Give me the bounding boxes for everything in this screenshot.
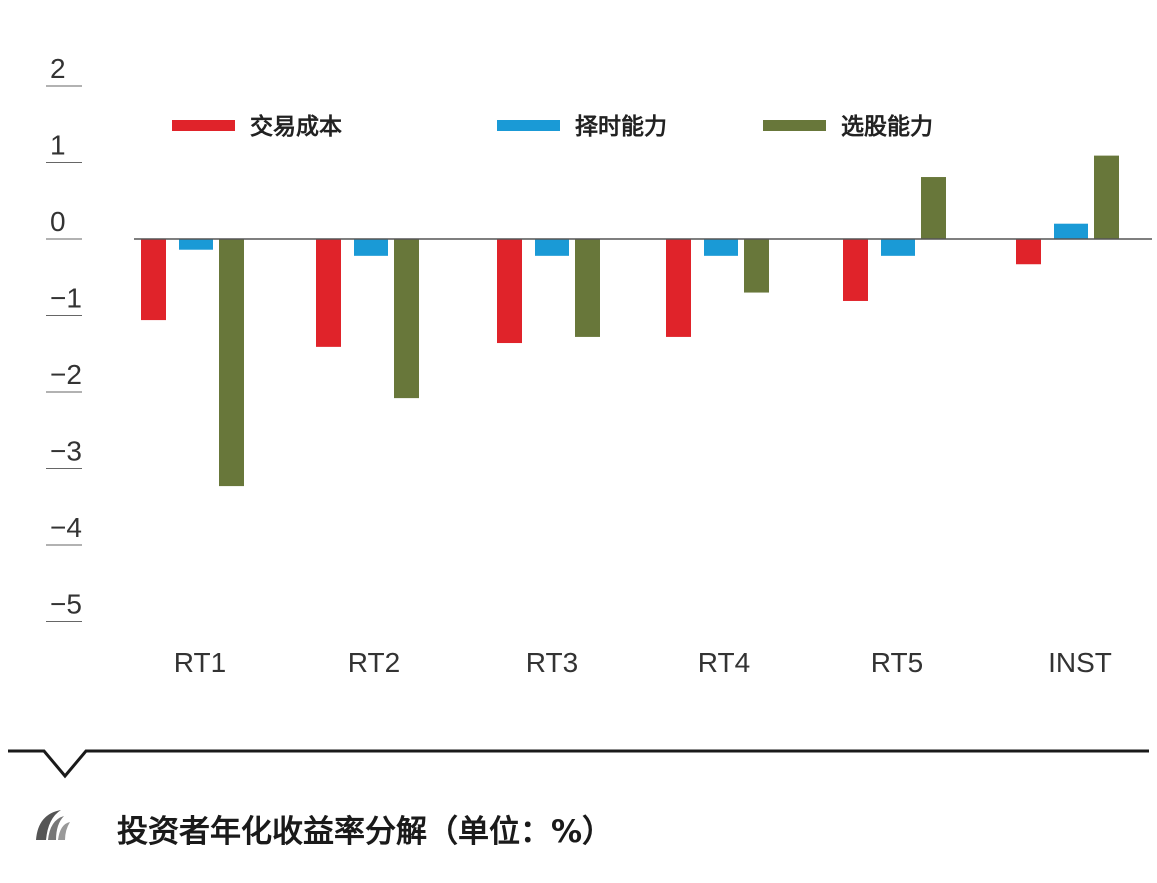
legend-swatch — [497, 120, 560, 131]
bar-rt5-series-2 — [881, 239, 915, 256]
x-category-label: RT5 — [871, 647, 923, 678]
bar-rt4-series-2 — [704, 239, 738, 256]
bar-rt3-series-2 — [535, 239, 569, 256]
y-tick-label: −4 — [50, 512, 82, 543]
bar-chart: 2 1 0 −1 −2 −3 −4 −5 RT1 RT2 RT3 RT4 RT5 INST 交易成本 择时… — [8, 53, 1152, 779]
bar-rt5-series-3 — [921, 177, 946, 239]
chart-caption: 投资者年化收益率分解（单位：%） — [117, 814, 614, 850]
bar-rt3-series-1 — [497, 239, 522, 344]
legend: 交易成本 择时能力 选股能力 — [172, 113, 933, 140]
y-tick-label: −2 — [50, 359, 82, 390]
y-tick-label: 1 — [50, 130, 66, 161]
legend-swatch — [172, 120, 235, 131]
x-category-label: RT3 — [526, 647, 578, 678]
publication-logo-icon — [36, 810, 70, 840]
bar-rt2-series-3 — [394, 239, 419, 399]
bar-inst-series-3 — [1094, 155, 1119, 239]
y-tick-label: 2 — [50, 53, 66, 84]
bar-rt4-series-3 — [744, 239, 769, 293]
category-labels: RT1 RT2 RT3 RT4 RT5 INST — [174, 647, 1112, 678]
bar-rt4-series-1 — [666, 239, 691, 337]
y-axis: 2 1 0 −1 −2 −3 −4 −5 — [46, 53, 82, 622]
legend-label: 择时能力 — [575, 113, 667, 140]
x-category-label: RT4 — [698, 647, 750, 678]
y-tick-label: 0 — [50, 206, 66, 237]
bar-rt2-series-2 — [354, 239, 388, 256]
x-category-label: INST — [1048, 647, 1112, 678]
bar-rt5-series-1 — [843, 239, 868, 301]
y-tick-label: −3 — [50, 436, 82, 467]
bar-rt2-series-1 — [316, 239, 341, 347]
legend-label: 选股能力 — [841, 113, 933, 140]
x-category-label: RT1 — [174, 647, 226, 678]
legend-swatch — [763, 120, 826, 131]
bars — [141, 155, 1119, 487]
bar-rt1-series-1 — [141, 239, 166, 321]
bar-rt1-series-3 — [219, 239, 244, 487]
bar-rt1-series-2 — [179, 239, 213, 250]
y-tick-label: −5 — [50, 589, 82, 620]
legend-label: 交易成本 — [250, 113, 342, 140]
divider-notch-line — [8, 749, 1149, 779]
bar-inst-series-1 — [1016, 239, 1041, 265]
y-tick-label: −1 — [50, 283, 82, 314]
x-category-label: RT2 — [348, 647, 400, 678]
bar-inst-series-2 — [1054, 223, 1088, 239]
bar-rt3-series-3 — [575, 239, 600, 337]
